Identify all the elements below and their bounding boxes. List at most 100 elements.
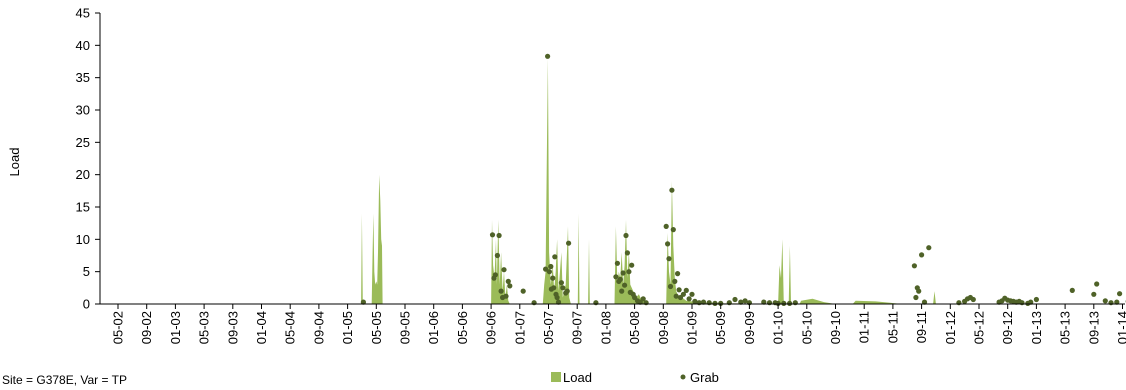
x-tick-label: 09-13 <box>1086 311 1101 344</box>
grab-point <box>498 288 504 294</box>
grab-point <box>566 240 572 246</box>
x-tick-label: 05-02 <box>111 311 126 344</box>
grab-point <box>676 287 682 293</box>
grab-point <box>564 288 570 294</box>
x-tick-label: 05-10 <box>799 311 814 344</box>
grab-point <box>555 299 562 305</box>
grab-point <box>712 300 718 306</box>
grab-point <box>623 232 629 239</box>
grab-point <box>700 299 707 305</box>
grab-point <box>916 288 922 294</box>
grab-point <box>501 267 507 273</box>
y-tick-label: 45 <box>76 6 90 21</box>
grab-point <box>706 300 712 306</box>
grab-point <box>1019 300 1025 306</box>
y-tick-label: 35 <box>76 70 90 85</box>
grab-point <box>1028 299 1034 305</box>
x-tick-label: 01-10 <box>771 311 786 344</box>
grab-point <box>593 300 599 306</box>
x-tick-label: 01-12 <box>943 311 958 344</box>
x-tick-label: 05-09 <box>713 311 728 344</box>
grab-point <box>766 300 773 306</box>
x-tick-label: 05-12 <box>972 311 987 344</box>
y-axis-title: Load <box>7 148 22 177</box>
grab-point <box>1114 299 1120 305</box>
grab-point <box>726 300 732 306</box>
x-tick-label: 05-08 <box>627 311 642 344</box>
grab-point <box>775 300 781 306</box>
grab-point <box>761 299 767 305</box>
x-tick-label: 01-04 <box>254 311 269 344</box>
grab-point <box>913 294 919 301</box>
grab-point <box>545 53 551 59</box>
grab-point <box>1102 298 1108 304</box>
grab-point <box>673 293 679 299</box>
grab-point <box>552 254 558 260</box>
x-tick-label: 09-12 <box>1000 311 1015 344</box>
grab-point <box>921 299 928 305</box>
grab-point <box>787 300 793 306</box>
grab-point <box>622 282 628 288</box>
grab-point <box>742 298 748 304</box>
x-tick-label: 05-03 <box>197 311 212 344</box>
x-tick-label: 05-11 <box>885 311 900 343</box>
x-tick-label: 01-08 <box>598 311 613 344</box>
x-tick-label: 01-05 <box>340 311 355 344</box>
grab-point <box>554 294 560 301</box>
grab-point <box>505 278 511 284</box>
grab-point <box>781 300 787 306</box>
grab-point <box>792 300 798 306</box>
x-tick-label: 09-09 <box>742 311 757 344</box>
grab-point <box>507 283 513 289</box>
x-tick-label: 09-06 <box>484 311 499 344</box>
x-tick-label: 01-13 <box>1029 311 1044 344</box>
grab-point <box>626 269 632 275</box>
y-tick-label: 10 <box>76 232 90 247</box>
grab-point <box>665 241 671 247</box>
x-tick-label: 09-11 <box>914 311 929 343</box>
y-tick-label: 15 <box>76 200 90 215</box>
x-tick-label: 09-04 <box>311 311 326 344</box>
grab-point <box>666 256 672 262</box>
grab-point <box>550 275 556 281</box>
x-tick-label: 05-07 <box>541 311 556 344</box>
x-tick-label: 09-05 <box>398 311 413 344</box>
grab-point <box>669 187 675 193</box>
grab-point <box>680 291 687 297</box>
x-tick-label: 09-03 <box>225 311 240 344</box>
x-tick-label: 09-10 <box>828 311 843 344</box>
legend-load-swatch <box>551 372 561 382</box>
legend: Load Grab <box>551 370 719 385</box>
grab-point <box>956 300 962 306</box>
grab-point <box>613 274 619 280</box>
grab-point <box>718 300 724 306</box>
grab-point <box>494 252 500 259</box>
grab-point <box>624 250 631 256</box>
grab-point <box>643 300 649 306</box>
x-tick-label: 01-03 <box>168 311 183 344</box>
x-tick-label: 09-08 <box>656 311 671 344</box>
grab-point <box>911 263 918 269</box>
x-tick-label: 09-07 <box>570 311 585 344</box>
x-tick-label: 05-13 <box>1058 311 1073 344</box>
grab-point <box>489 232 496 238</box>
grab-point <box>919 252 925 258</box>
grab-point <box>970 296 976 303</box>
y-tick-label: 5 <box>83 264 90 279</box>
grab-point <box>686 296 692 302</box>
grab-point <box>689 291 695 297</box>
grab-point <box>683 287 689 293</box>
y-tick-label: 30 <box>76 103 90 118</box>
grab-point <box>617 276 623 282</box>
y-tick-label: 25 <box>76 135 90 150</box>
grab-point <box>738 299 744 305</box>
x-tick-label: 01-06 <box>426 311 441 344</box>
grab-point <box>546 269 553 275</box>
site-caption: Site = G378E, Var = TP <box>2 373 127 387</box>
x-tick-label: 01-09 <box>685 311 700 344</box>
grab-point <box>492 272 498 278</box>
grab-point <box>926 245 932 251</box>
grab-point <box>1069 287 1075 293</box>
legend-grab-label: Grab <box>690 370 719 385</box>
